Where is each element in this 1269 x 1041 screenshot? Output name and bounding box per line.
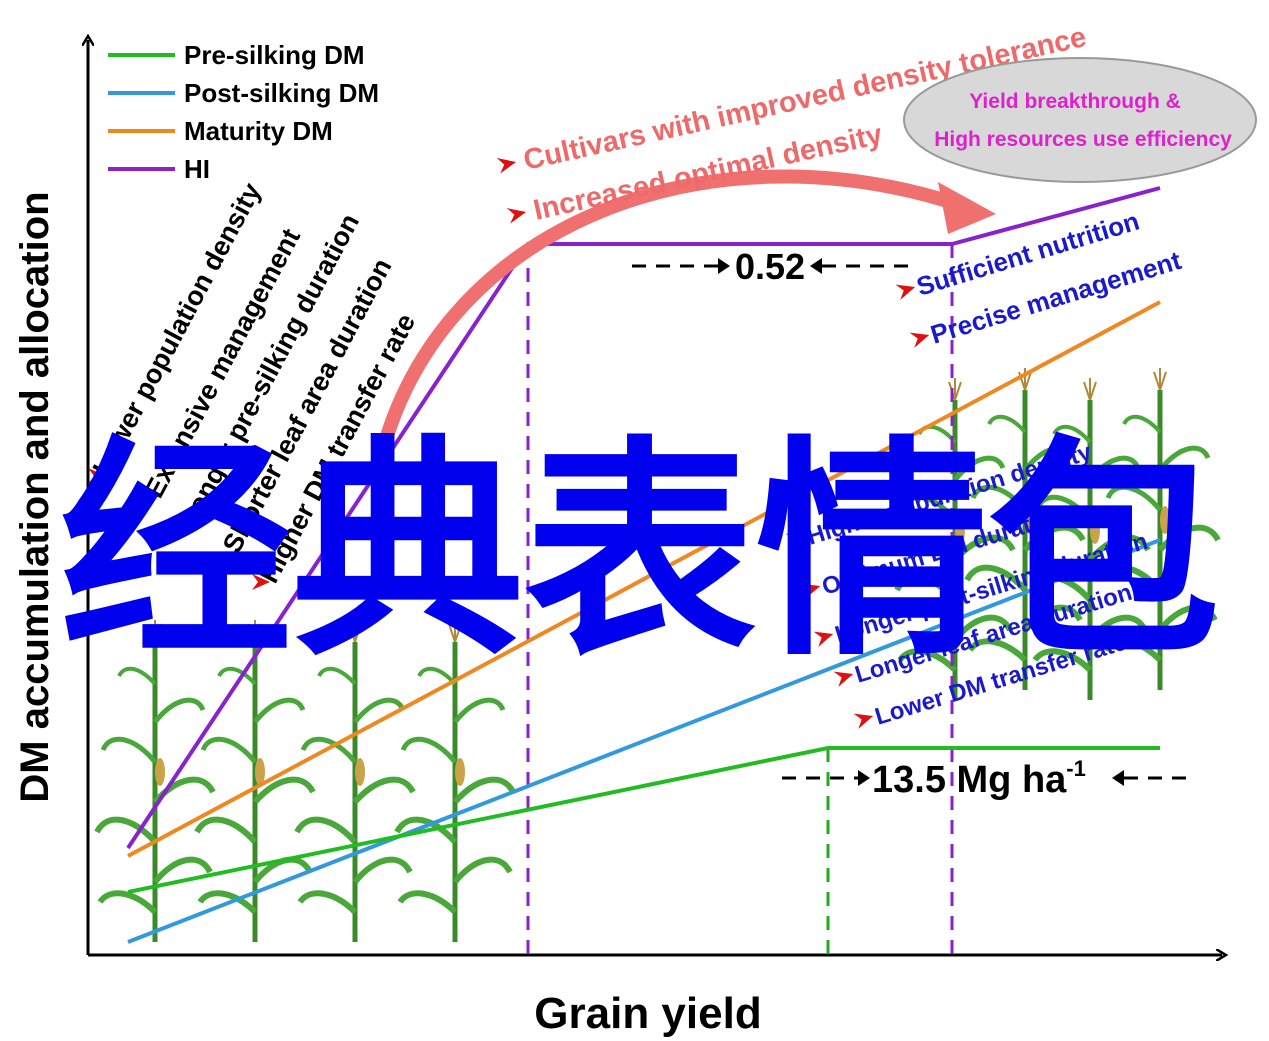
watermark-text: 经典表情包 (60, 417, 1220, 687)
right-factors-top: Sufficient nutrition Precise management (895, 205, 1185, 350)
legend-item-pre-silking: Pre-silking DM (108, 40, 365, 70)
marker-icon (813, 631, 834, 647)
marker-icon (853, 713, 874, 729)
ellipse-line-2: High resources use efficiency (934, 128, 1232, 151)
yield-value: 13.5 Mg ha-1 (872, 756, 1086, 801)
hi-value: 0.52 (735, 246, 805, 287)
marker-icon (252, 574, 270, 590)
marker-icon (785, 533, 806, 549)
big-curved-arrow (371, 169, 967, 477)
svg-text:HI: HI (184, 154, 210, 184)
big-arrow-head (938, 182, 996, 234)
svg-text:Post-silking DM: Post-silking DM (184, 78, 379, 108)
y-axis-label: DM accumulation and allocation (13, 191, 57, 802)
marker-icon (506, 208, 527, 224)
yield-value-annotation: 13.5 Mg ha-1 (782, 756, 1196, 801)
ellipse-line-1: Yield breakthrough & (969, 90, 1181, 113)
legend: Pre-silking DM Post-silking DM Maturity … (108, 40, 379, 184)
line-hi (126, 186, 1161, 850)
hi-value-annotation: 0.52 (632, 246, 908, 287)
marker-icon (833, 671, 854, 687)
line-maturity-dm (127, 300, 1161, 858)
line-pre-silking-dm (127, 746, 1160, 894)
svg-text:Pre-silking DM: Pre-silking DM (184, 40, 365, 70)
x-axis-label: Grain yield (534, 989, 761, 1038)
marker-icon (909, 332, 930, 348)
marker-icon (895, 284, 916, 300)
yield-breakthrough-ellipse: Yield breakthrough & High resources use … (903, 57, 1257, 183)
legend-item-hi: HI (108, 154, 210, 184)
legend-item-maturity: Maturity DM (108, 116, 333, 146)
marker-icon (88, 468, 106, 484)
line-post-silking-dm (127, 538, 1161, 944)
marker-icon (800, 583, 821, 599)
marker-icon (496, 158, 517, 174)
svg-text:Maturity DM: Maturity DM (184, 116, 333, 146)
legend-item-post-silking: Post-silking DM (108, 78, 379, 108)
